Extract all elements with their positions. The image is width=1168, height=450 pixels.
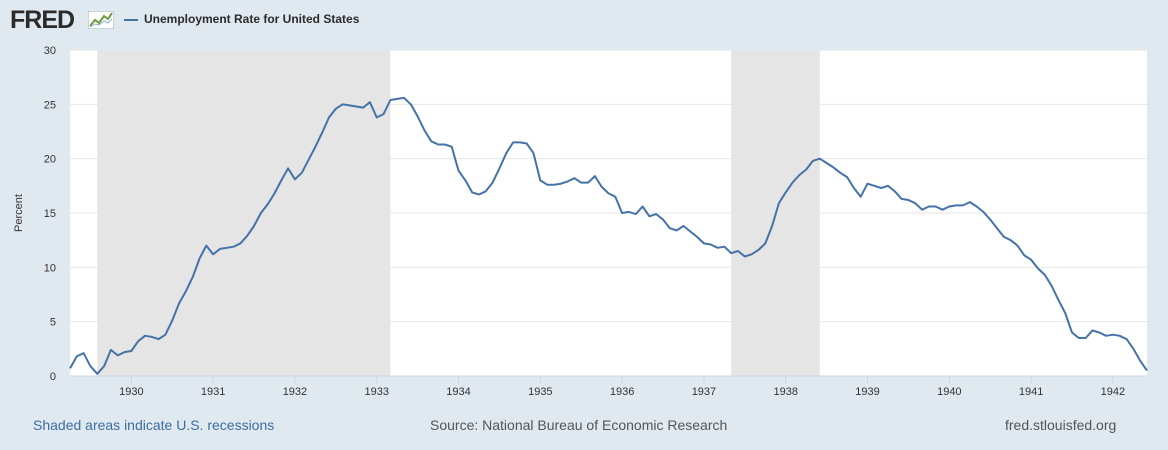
x-tick-label: 1932 — [283, 386, 307, 398]
header: FRED Unemployment Rate for United States — [0, 0, 1168, 40]
legend-label: Unemployment Rate for United States — [144, 12, 360, 26]
y-tick-label: 15 — [44, 208, 56, 220]
series-line-1[interactable] — [69, 96, 1148, 375]
x-tick-label: 1942 — [1101, 386, 1125, 398]
legend-swatch — [124, 19, 138, 21]
x-tick-label: 1938 — [773, 386, 797, 398]
recession-note-link[interactable]: Shaded areas indicate U.S. recessions — [33, 417, 275, 433]
x-tick-label: 1935 — [528, 386, 552, 398]
grid-lines — [70, 49, 1147, 323]
x-tick-label: 1934 — [446, 386, 470, 398]
x-tick-label: 1936 — [610, 386, 634, 398]
y-tick-label: 20 — [44, 154, 56, 166]
y-tick-label: 10 — [44, 262, 56, 274]
y-tick-label: 5 — [50, 317, 56, 329]
x-tick-label: 1931 — [201, 386, 225, 398]
fred-logo[interactable]: FRED — [10, 6, 75, 34]
y-tick-label: 30 — [44, 45, 56, 57]
x-tick-label: 1930 — [119, 386, 143, 398]
x-tick-label: 1941 — [1019, 386, 1043, 398]
y-tick-label: 0 — [50, 371, 56, 383]
y-tick-label: 25 — [44, 99, 56, 111]
x-tick-label: 1939 — [855, 386, 879, 398]
y-axis-title: Percent — [13, 194, 25, 232]
series-layer — [69, 96, 1148, 375]
x-tick-label: 1933 — [364, 386, 388, 398]
y-axis-ticks: 0 5 10 15 20 25 30 — [44, 45, 56, 383]
site-url: fred.stlouisfed.org — [1005, 417, 1117, 433]
x-tick-label: 1940 — [937, 386, 961, 398]
fred-chart-icon — [88, 11, 114, 29]
x-axis-ticks: 1930 1931 1932 1933 1934 1935 1936 1937 1938 1939… — [70, 375, 1147, 398]
x-tick-label: 1937 — [692, 386, 716, 398]
source-note: Source: National Bureau of Economic Rese… — [430, 417, 728, 433]
